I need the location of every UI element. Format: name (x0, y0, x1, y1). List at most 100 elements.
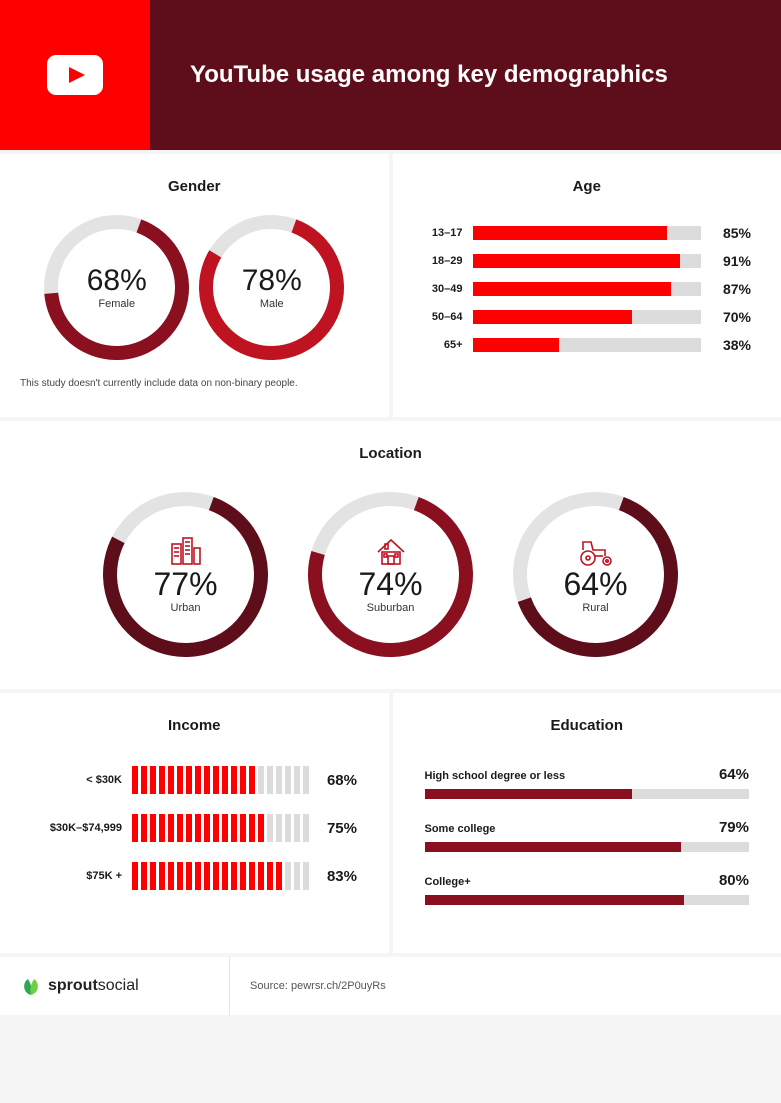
income-seg (132, 814, 138, 842)
donut-label: Male (260, 298, 284, 310)
income-seg (294, 814, 300, 842)
income-seg (132, 862, 138, 890)
income-label: $75K + (26, 870, 132, 882)
age-pct: 87% (701, 281, 751, 297)
age-panel: Age 13–17 85% 18–29 91% 30–49 87% 50–64 … (393, 154, 781, 417)
income-bars (132, 766, 309, 794)
donut-center: 74% Suburban (308, 492, 473, 657)
location-donut-urban: 77% Urban (103, 492, 268, 657)
donut-pct: 74% (358, 568, 422, 600)
age-rows: 13–17 85% 18–29 91% 30–49 87% 50–64 70% … (413, 215, 762, 353)
income-seg (141, 862, 147, 890)
income-row: $30K–$74,999 75% (26, 814, 363, 842)
income-seg (294, 862, 300, 890)
age-fill (473, 282, 672, 296)
income-seg (222, 862, 228, 890)
income-seg (240, 766, 246, 794)
income-seg (168, 766, 174, 794)
income-row: < $30K 68% (26, 766, 363, 794)
income-pct: 83% (309, 868, 357, 885)
education-label: High school degree or less (425, 770, 566, 782)
age-track (473, 226, 702, 240)
donut-center: 64% Rural (513, 492, 678, 657)
income-seg (168, 862, 174, 890)
age-fill (473, 254, 681, 268)
income-seg (195, 862, 201, 890)
education-panel: Education High school degree or less 64%… (393, 693, 781, 953)
income-seg (186, 862, 192, 890)
location-donuts: 77% Urban 74% Suburban 64% Rural (20, 482, 761, 661)
infographic: YouTube usage among key demographics Gen… (0, 0, 781, 1015)
income-seg (240, 862, 246, 890)
suburban-icon (374, 536, 408, 566)
location-donut-suburban: 74% Suburban (308, 492, 473, 657)
income-pct: 75% (309, 820, 357, 837)
income-seg (177, 766, 183, 794)
age-pct: 38% (701, 337, 751, 353)
income-seg (177, 862, 183, 890)
income-seg (222, 814, 228, 842)
income-seg (213, 814, 219, 842)
income-label: < $30K (26, 774, 132, 786)
education-top: High school degree or less 64% (425, 766, 750, 783)
age-label: 50–64 (423, 311, 473, 323)
youtube-logo-block (0, 0, 150, 150)
income-seg (267, 766, 273, 794)
income-seg (141, 766, 147, 794)
income-seg (168, 814, 174, 842)
donut-label: Urban (171, 602, 201, 614)
donut-pct: 64% (563, 568, 627, 600)
education-fill (425, 789, 633, 799)
donut-label: Suburban (367, 602, 415, 614)
donut-pct: 78% (242, 266, 302, 296)
age-fill (473, 226, 667, 240)
donut-pct: 77% (153, 568, 217, 600)
education-pct: 79% (719, 819, 749, 836)
donut-label: Rural (582, 602, 608, 614)
income-seg (285, 862, 291, 890)
age-pct: 70% (701, 309, 751, 325)
education-pct: 80% (719, 872, 749, 889)
income-seg (258, 862, 264, 890)
education-track (425, 789, 750, 799)
gender-title: Gender (20, 178, 369, 195)
income-seg (177, 814, 183, 842)
income-seg (231, 814, 237, 842)
education-top: Some college 79% (425, 819, 750, 836)
donut-label: Female (98, 298, 135, 310)
income-seg (276, 766, 282, 794)
footer-source: Source: pewrsr.ch/2P0uyRs (230, 957, 781, 1015)
urban-icon (169, 536, 203, 566)
row-gender-age: Gender 68% Female 78% Male This study do… (0, 154, 781, 417)
education-row: Some college 79% (425, 819, 750, 852)
age-track (473, 338, 702, 352)
donut-center: 68% Female (44, 215, 189, 360)
income-seg (204, 766, 210, 794)
age-row: 13–17 85% (423, 225, 752, 241)
income-seg (258, 814, 264, 842)
income-row: $75K + 83% (26, 862, 363, 890)
location-donut-rural: 64% Rural (513, 492, 678, 657)
income-seg (231, 766, 237, 794)
income-seg (159, 766, 165, 794)
income-label: $30K–$74,999 (26, 822, 132, 834)
age-fill (473, 310, 633, 324)
age-row: 65+ 38% (423, 337, 752, 353)
age-track (473, 310, 702, 324)
education-pct: 64% (719, 766, 749, 783)
age-track (473, 282, 702, 296)
income-seg (213, 862, 219, 890)
income-seg (204, 814, 210, 842)
income-bars (132, 814, 309, 842)
income-seg (213, 766, 219, 794)
age-fill (473, 338, 560, 352)
income-seg (150, 766, 156, 794)
header: YouTube usage among key demographics (0, 0, 781, 150)
source-value: pewrsr.ch/2P0uyRs (291, 980, 386, 992)
income-seg (222, 766, 228, 794)
income-bars (132, 862, 309, 890)
gender-footnote: This study doesn't currently include dat… (20, 378, 369, 389)
income-seg (132, 766, 138, 794)
income-seg (285, 766, 291, 794)
age-label: 65+ (423, 339, 473, 351)
